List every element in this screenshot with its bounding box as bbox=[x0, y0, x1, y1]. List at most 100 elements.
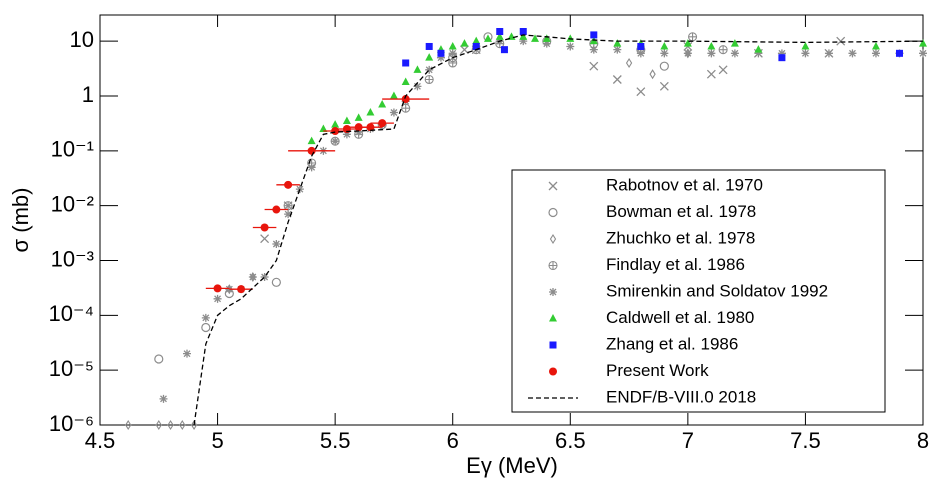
marker-circle bbox=[237, 285, 246, 294]
marker-plus-circle bbox=[718, 45, 728, 55]
marker-star bbox=[425, 65, 434, 74]
marker-star bbox=[549, 288, 557, 296]
marker-triangle bbox=[483, 34, 492, 42]
marker-triangle bbox=[566, 34, 575, 42]
marker-x bbox=[659, 81, 669, 91]
marker-triangle bbox=[871, 41, 880, 50]
marker-star bbox=[248, 273, 257, 282]
marker-x bbox=[836, 36, 846, 46]
marker-star bbox=[272, 239, 281, 248]
marker-star bbox=[589, 45, 598, 54]
marker-plus-circle bbox=[448, 58, 458, 68]
marker-triangle bbox=[460, 39, 469, 47]
plot-frame bbox=[99, 14, 924, 426]
marker-star bbox=[613, 45, 622, 54]
marker-star bbox=[519, 37, 528, 46]
x-tick-label: 5.5 bbox=[320, 428, 351, 453]
marker-x bbox=[612, 75, 622, 84]
marker-star bbox=[777, 49, 786, 58]
marker-diamond bbox=[125, 419, 132, 431]
marker-star bbox=[636, 49, 645, 58]
y-tick-label: 1 bbox=[82, 82, 94, 107]
marker-star bbox=[707, 49, 716, 58]
marker-diamond bbox=[649, 69, 656, 80]
marker-star bbox=[448, 49, 457, 58]
marker-square bbox=[500, 46, 508, 54]
marker-star bbox=[801, 49, 810, 58]
marker-triangle bbox=[919, 39, 927, 47]
marker-triangle bbox=[801, 41, 810, 50]
marker-square bbox=[549, 341, 557, 349]
marker-star bbox=[848, 49, 857, 58]
legend-box bbox=[511, 169, 886, 413]
marker-triangle bbox=[413, 65, 422, 73]
marker-diamond bbox=[190, 419, 198, 431]
marker-star bbox=[295, 185, 304, 194]
legend-label: Zhuchko et al. 1978 bbox=[606, 228, 755, 247]
x-tick-label: 7 bbox=[682, 428, 694, 453]
marker-x bbox=[706, 69, 716, 79]
marker-star bbox=[730, 49, 739, 58]
marker-triangle bbox=[425, 53, 434, 61]
marker-square bbox=[402, 59, 410, 67]
marker-star bbox=[331, 137, 340, 146]
x-tick-label: 8 bbox=[917, 428, 929, 453]
marker-square bbox=[496, 28, 504, 36]
marker-open-circle bbox=[548, 207, 558, 218]
marker-triangle bbox=[613, 39, 622, 47]
marker-triangle bbox=[307, 136, 316, 145]
marker-x bbox=[260, 234, 270, 244]
marker-open-circle bbox=[201, 322, 211, 333]
marker-x bbox=[460, 45, 469, 55]
marker-plus-circle bbox=[283, 201, 293, 211]
x-tick-label: 7.5 bbox=[790, 428, 821, 453]
marker-square bbox=[472, 42, 480, 50]
marker-x bbox=[636, 87, 646, 97]
y-tick-label: 10⁻² bbox=[51, 191, 94, 216]
legend-label: Caldwell et al. 1980 bbox=[606, 308, 754, 327]
marker-star bbox=[213, 294, 222, 303]
marker-star bbox=[683, 49, 692, 58]
marker-plus-circle bbox=[548, 260, 558, 271]
legend-label: Present Work bbox=[606, 361, 709, 380]
x-tick-label: 6 bbox=[447, 428, 459, 453]
marker-triangle bbox=[389, 91, 398, 99]
marker-circle bbox=[378, 119, 387, 128]
y-axis-label: σ (mb) bbox=[8, 188, 33, 253]
marker-diamond bbox=[155, 419, 162, 431]
marker-square bbox=[637, 42, 645, 50]
marker-triangle bbox=[342, 116, 351, 124]
marker-star bbox=[307, 163, 316, 172]
y-tick-label: 10⁻⁵ bbox=[49, 356, 94, 381]
marker-square bbox=[895, 49, 903, 57]
marker-triangle bbox=[354, 113, 363, 121]
marker-circle bbox=[213, 284, 222, 293]
marker-star bbox=[436, 53, 445, 62]
marker-triangle bbox=[472, 36, 481, 45]
marker-circle bbox=[272, 205, 281, 214]
marker-star bbox=[260, 273, 269, 282]
legend-label: Smirenkin and Soldatov 1992 bbox=[606, 281, 828, 300]
marker-triangle bbox=[531, 34, 540, 42]
marker-triangle bbox=[331, 120, 340, 128]
y-tick-label: 10⁻¹ bbox=[51, 137, 94, 162]
marker-x bbox=[589, 61, 599, 71]
marker-x bbox=[718, 65, 728, 75]
y-tick-label: 10⁻⁶ bbox=[49, 411, 94, 436]
marker-triangle bbox=[378, 99, 387, 108]
marker-open-circle bbox=[154, 354, 164, 364]
y-tick-label: 10 bbox=[70, 27, 94, 52]
marker-triangle bbox=[549, 314, 557, 322]
marker-square bbox=[425, 42, 433, 50]
marker-square bbox=[519, 28, 527, 36]
marker-plus-circle bbox=[424, 74, 434, 85]
marker-star bbox=[342, 130, 351, 139]
marker-star bbox=[919, 49, 927, 58]
marker-star bbox=[413, 82, 422, 91]
marker-star bbox=[660, 49, 669, 58]
marker-star bbox=[754, 49, 763, 58]
marker-triangle bbox=[542, 34, 551, 42]
x-axis-label: Eγ (MeV) bbox=[466, 453, 558, 478]
marker-plus-circle bbox=[401, 103, 411, 113]
marker-circle bbox=[401, 95, 410, 104]
